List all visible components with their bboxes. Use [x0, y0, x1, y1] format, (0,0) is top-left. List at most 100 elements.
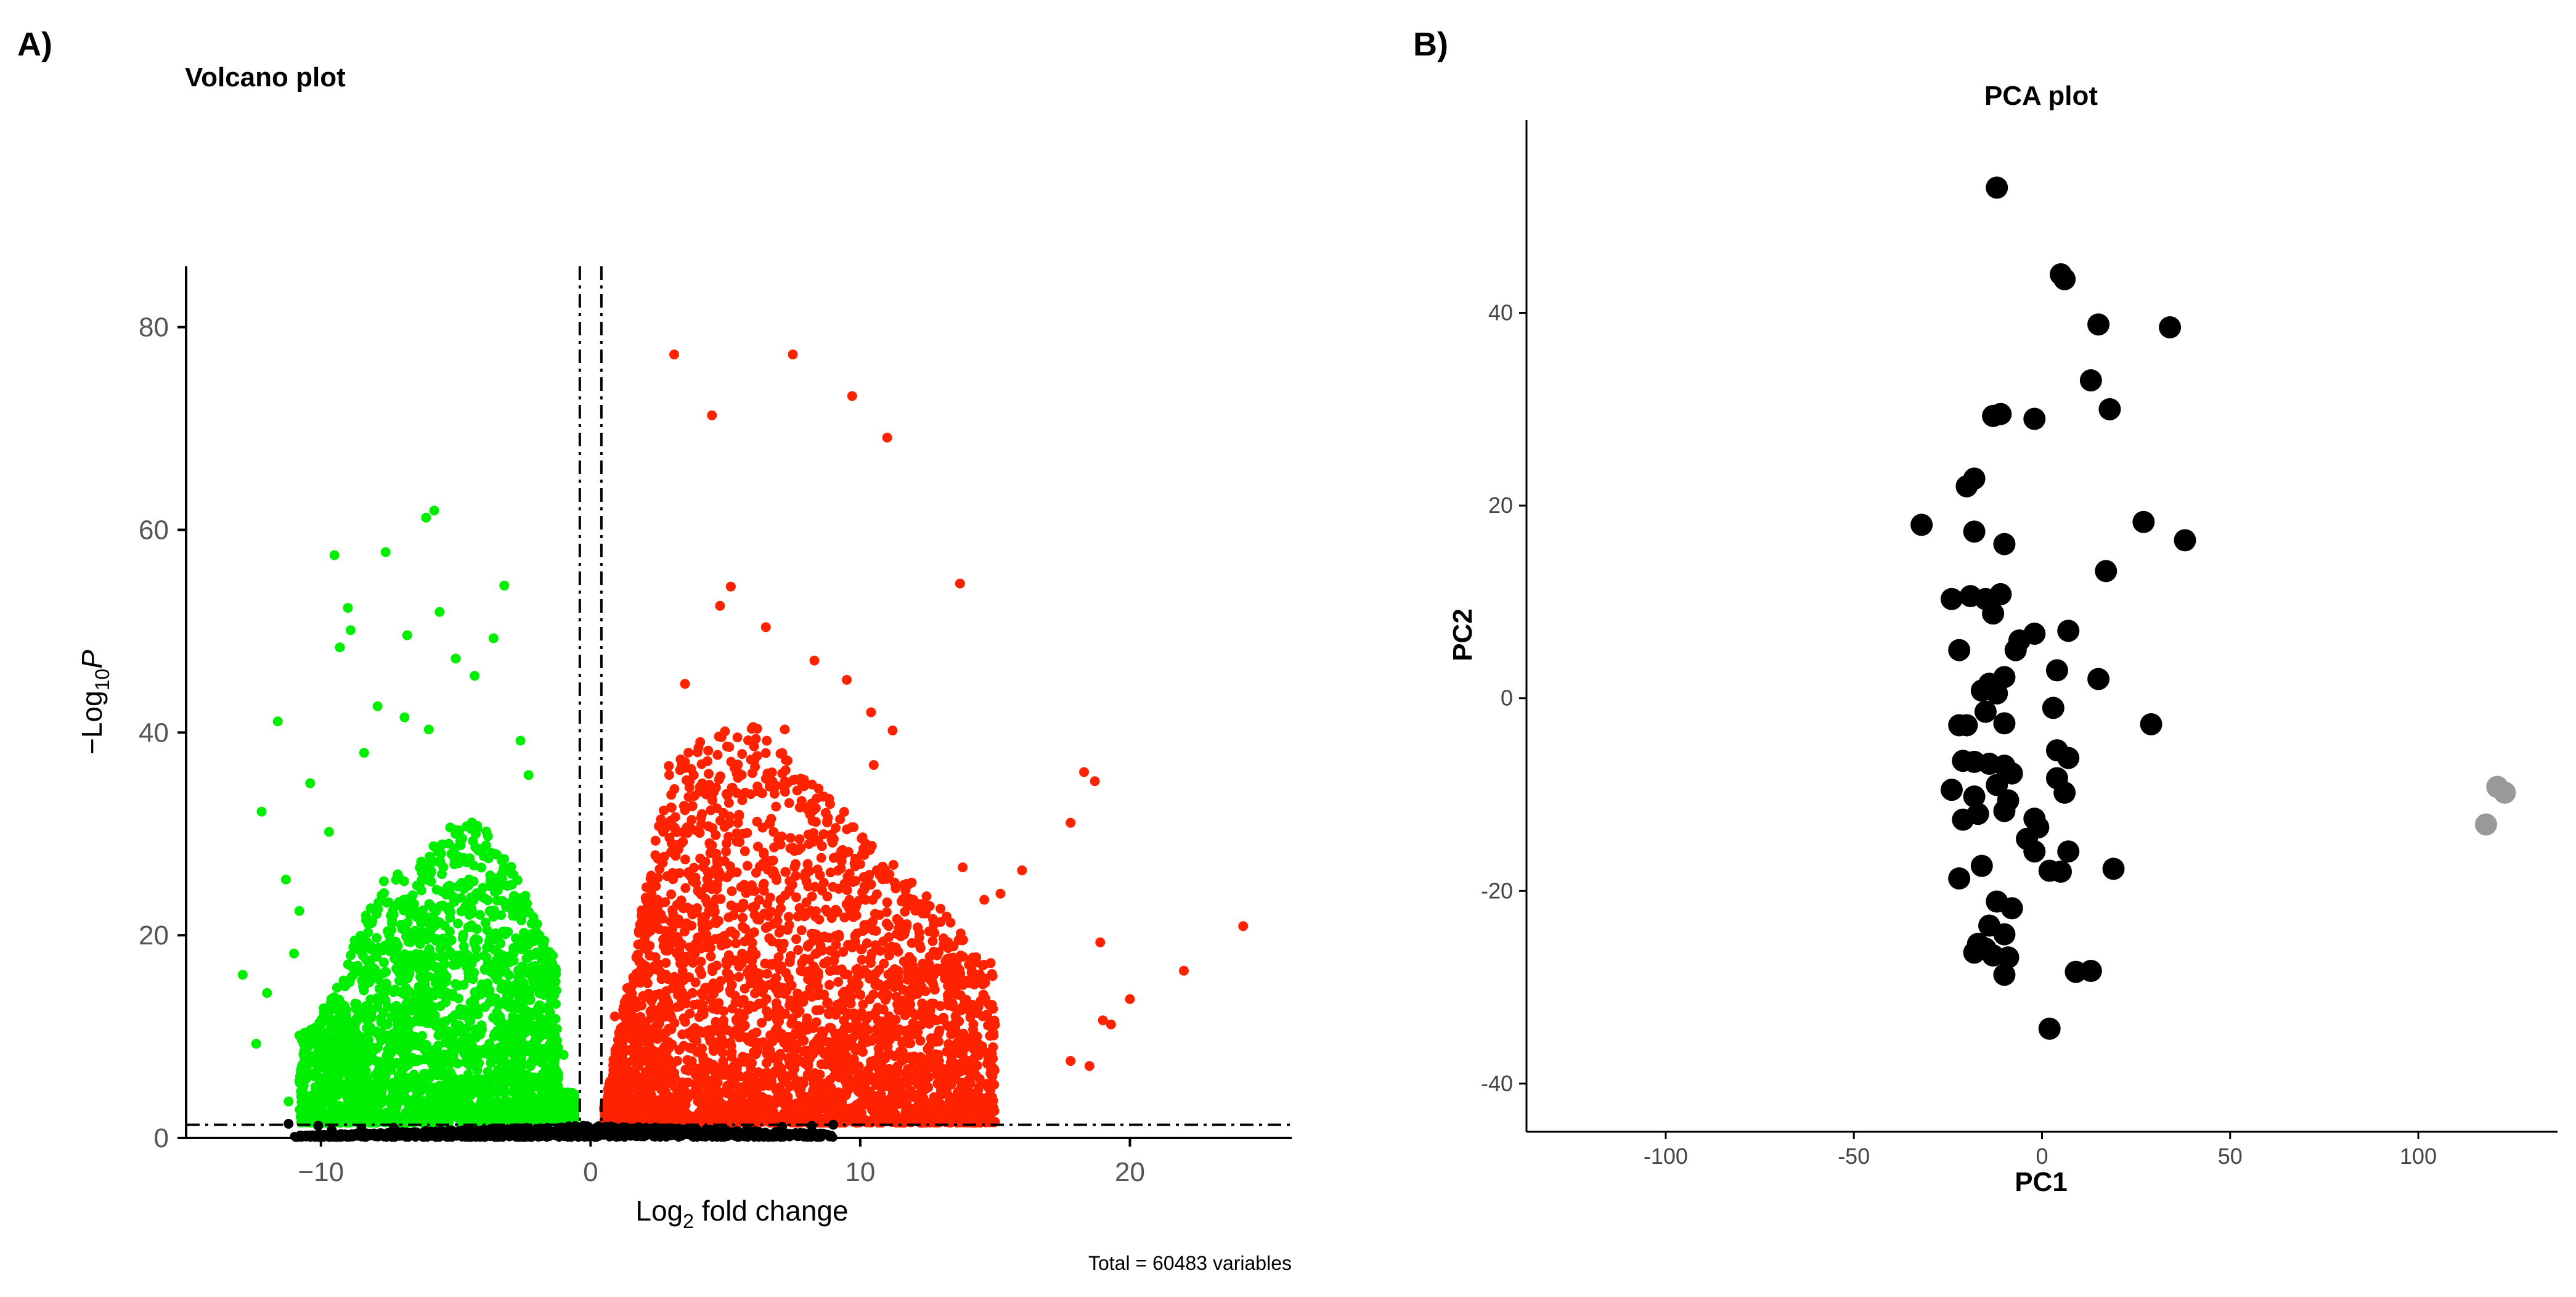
volcano-point-down [497, 896, 508, 906]
volcano-point-up [958, 952, 968, 962]
volcano-point-up [760, 923, 771, 933]
volcano-point-up [871, 968, 881, 978]
volcano-point-up [698, 1009, 709, 1020]
volcano-point-up [666, 838, 677, 849]
volcano-point-down [500, 1039, 510, 1050]
volcano-point-up [722, 742, 732, 751]
volcano-point-up [764, 933, 775, 943]
volcano-point-down [412, 1088, 422, 1099]
volcano-point-up [897, 1096, 908, 1106]
volcano-point-down [479, 1002, 490, 1012]
volcano-point-down [526, 1057, 536, 1068]
volcano-point-down [325, 1039, 336, 1050]
volcano-point-down [449, 843, 460, 854]
volcano-point-down [379, 888, 389, 898]
volcano-point-up [712, 1078, 723, 1088]
volcano-point-down [470, 987, 480, 997]
volcano-point-down [327, 1031, 338, 1042]
volcano-point-up [761, 1006, 772, 1017]
volcano-point-down [477, 843, 487, 854]
volcano-point-down [550, 1063, 560, 1074]
volcano-point-down [426, 877, 436, 887]
volcano-point-down [468, 974, 478, 984]
volcano-point-up [783, 756, 793, 766]
volcano-point-up [794, 903, 805, 913]
volcano-point-up [898, 894, 908, 904]
volcano-point-up [824, 980, 834, 990]
volcano-point-down [373, 974, 384, 984]
volcano-point-down [317, 1013, 327, 1024]
volcano-point-up [778, 938, 789, 949]
volcano-point-down [455, 836, 465, 846]
volcano-point-up [723, 832, 733, 842]
volcano-point-up [818, 878, 829, 888]
volcano-point-up [644, 1091, 654, 1102]
volcano-point-down [422, 1018, 431, 1028]
volcano-point-up [814, 914, 825, 925]
volcano-point-up [921, 891, 932, 901]
volcano-point-down [566, 1102, 576, 1113]
volcano-cloud-up [599, 722, 1000, 1128]
volcano-point-up [674, 1045, 685, 1055]
volcano-point-down [457, 1100, 468, 1110]
volcano-point-down [386, 1012, 397, 1022]
volcano-point-up [971, 957, 982, 968]
volcano-point-up [646, 870, 656, 881]
volcano-point-down [339, 1000, 349, 1011]
volcano-point-up [679, 801, 689, 811]
volcano-point-down [525, 995, 536, 1005]
volcano-point-down [402, 954, 413, 964]
volcano-point-up [693, 1071, 703, 1082]
volcano-point-down [545, 1007, 555, 1017]
volcano-point-up [676, 895, 687, 906]
volcano-point-down [428, 951, 439, 962]
volcano-point-down [436, 1095, 447, 1105]
volcano-point-down [382, 1019, 393, 1029]
volcano-point-down [410, 1003, 420, 1013]
volcano-point-up [746, 882, 757, 892]
volcano-point-up [683, 748, 693, 758]
volcano-point-down [425, 1068, 435, 1079]
volcano-point-down [547, 974, 558, 984]
volcano-point-down [530, 961, 540, 972]
volcano-point-down [403, 894, 414, 904]
volcano-point-down [381, 967, 391, 977]
volcano-point-down [553, 1073, 563, 1084]
volcano-cloud-down [294, 817, 580, 1128]
volcano-point-down [465, 878, 475, 888]
volcano-point-down [397, 966, 408, 976]
volcano-point-down [463, 1084, 473, 1094]
volcano-point-down [507, 869, 517, 879]
volcano-point-down [450, 979, 461, 989]
volcano-point-down [536, 1082, 545, 1092]
volcano-point-up [723, 798, 734, 808]
volcano-point-down [435, 1001, 446, 1012]
volcano-point-down [438, 862, 449, 872]
volcano-point-up [892, 914, 902, 924]
volcano-point-down [370, 964, 380, 975]
volcano-point-down [515, 1092, 526, 1102]
volcano-point-up [924, 951, 935, 962]
volcano-point-up [875, 1081, 886, 1092]
volcano-point-down [328, 1051, 339, 1062]
volcano-point-down [363, 927, 373, 938]
volcano-point-up [680, 854, 690, 865]
volcano-point-down [378, 1065, 388, 1075]
volcano-point-up [725, 985, 735, 996]
volcano-point-up [642, 1055, 652, 1066]
volcano-point-up [770, 1066, 780, 1076]
volcano-point-down [428, 841, 439, 851]
volcano-point-up [673, 990, 683, 1000]
volcano-point-down [370, 1111, 381, 1121]
volcano-point-down [343, 959, 353, 970]
volcano-point-down [323, 1066, 333, 1076]
volcano-point-down [383, 1078, 394, 1089]
volcano-point-up [696, 969, 707, 980]
volcano-point-down [472, 1004, 483, 1014]
volcano-point-up [776, 903, 786, 914]
volcano-point-down [459, 941, 469, 952]
volcano-point-down [484, 989, 494, 999]
volcano-point-up [712, 750, 723, 760]
volcano-point-down [528, 912, 539, 922]
volcano-point-up [895, 923, 906, 934]
